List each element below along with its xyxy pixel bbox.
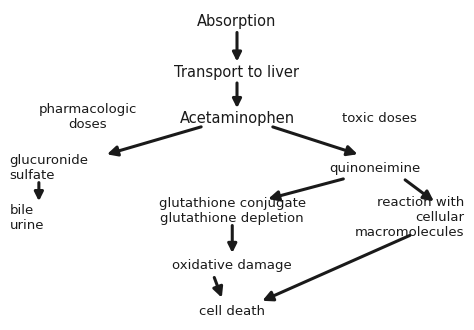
Text: oxidative damage: oxidative damage [173,259,292,272]
Text: Acetaminophen: Acetaminophen [180,111,294,126]
Text: cell death: cell death [199,305,265,318]
Text: reaction with
cellular
macromolecules: reaction with cellular macromolecules [355,196,465,239]
Text: Transport to liver: Transport to liver [174,65,300,80]
Text: glucuronide
sulfate: glucuronide sulfate [9,154,89,182]
Text: toxic doses: toxic doses [342,112,417,125]
Text: bile
urine: bile urine [9,204,44,232]
Text: glutathione conjugate
glutathione depletion: glutathione conjugate glutathione deplet… [159,197,306,225]
Text: Absorption: Absorption [197,14,277,29]
Text: quinoneimine: quinoneimine [329,162,420,175]
Text: pharmacologic
doses: pharmacologic doses [38,103,137,131]
